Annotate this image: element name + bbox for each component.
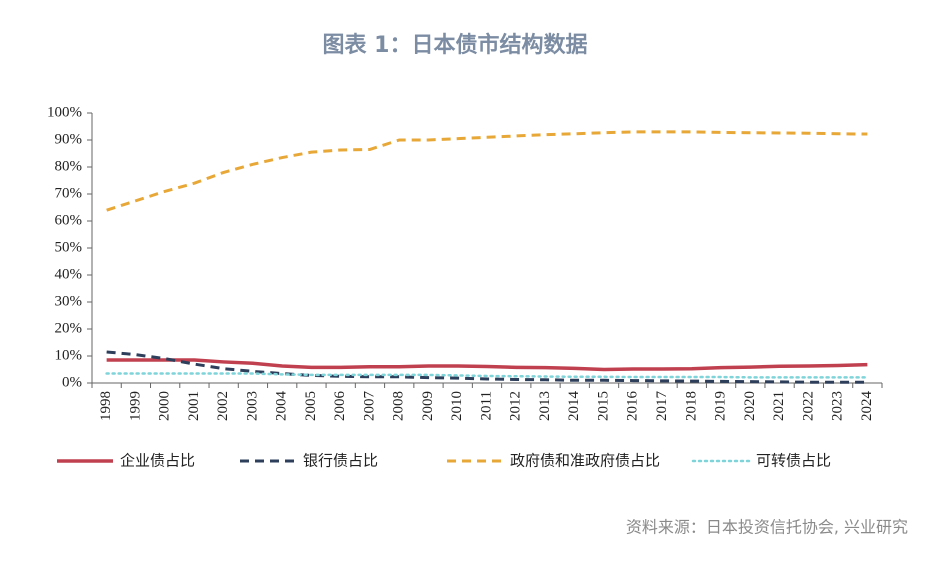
x-tick-label: 2003 bbox=[244, 391, 260, 421]
x-tick-label: 2007 bbox=[361, 391, 377, 422]
legend-label: 政府债和准政府债占比 bbox=[510, 452, 660, 470]
x-tick-label: 2011 bbox=[478, 391, 494, 420]
chart-title: 图表 1：日本债市结构数据 bbox=[323, 32, 588, 58]
x-tick-label: 2022 bbox=[800, 391, 816, 421]
legend-label: 银行债占比 bbox=[303, 452, 378, 470]
series-line bbox=[106, 130, 868, 212]
x-tick-label: 2000 bbox=[157, 391, 173, 421]
series-line bbox=[106, 358, 868, 372]
x-tick-label: 2016 bbox=[625, 391, 641, 422]
x-tick-label: 2017 bbox=[654, 391, 670, 422]
y-tick-label: 70% bbox=[55, 185, 83, 201]
x-tick-label: 2014 bbox=[566, 391, 582, 422]
y-tick-label: 30% bbox=[55, 293, 83, 309]
x-tick-label: 2012 bbox=[508, 391, 524, 421]
y-tick-label: 90% bbox=[55, 131, 83, 147]
x-tick-label: 2023 bbox=[830, 391, 846, 421]
legend-label: 企业债占比 bbox=[120, 452, 195, 470]
x-tick-label: 2002 bbox=[215, 391, 231, 421]
y-tick-label: 0% bbox=[62, 374, 82, 390]
series-line bbox=[106, 350, 868, 384]
series-line bbox=[105, 372, 869, 379]
x-tick-label: 2018 bbox=[683, 391, 699, 421]
x-tick-label: 1999 bbox=[127, 391, 143, 421]
x-tick-label: 2006 bbox=[332, 391, 348, 422]
y-tick-label: 50% bbox=[55, 239, 83, 255]
x-tick-label: 2020 bbox=[742, 391, 758, 421]
x-tick-label: 1998 bbox=[98, 391, 114, 421]
x-tick-label: 2019 bbox=[713, 391, 729, 421]
x-tick-label: 2013 bbox=[537, 391, 553, 421]
y-tick-label: 60% bbox=[55, 212, 83, 228]
x-tick-label: 2010 bbox=[449, 391, 465, 421]
x-tick-label: 2024 bbox=[859, 391, 875, 422]
legend-label: 可转债占比 bbox=[756, 452, 831, 470]
x-tick-label: 2021 bbox=[771, 391, 787, 421]
y-tick-label: 100% bbox=[47, 104, 82, 120]
source-note: 资料来源：日本投资信托协会, 兴业研究 bbox=[626, 518, 908, 537]
x-tick-label: 2004 bbox=[274, 391, 290, 422]
y-tick-label: 10% bbox=[55, 347, 83, 363]
x-tick-label: 2005 bbox=[303, 391, 319, 421]
y-tick-label: 80% bbox=[55, 158, 83, 174]
y-tick-label: 20% bbox=[55, 320, 83, 336]
y-tick-label: 40% bbox=[55, 266, 83, 282]
x-tick-label: 2001 bbox=[186, 391, 202, 421]
x-tick-label: 2009 bbox=[420, 391, 436, 421]
x-tick-label: 2008 bbox=[391, 391, 407, 421]
x-tick-label: 2015 bbox=[595, 391, 611, 421]
